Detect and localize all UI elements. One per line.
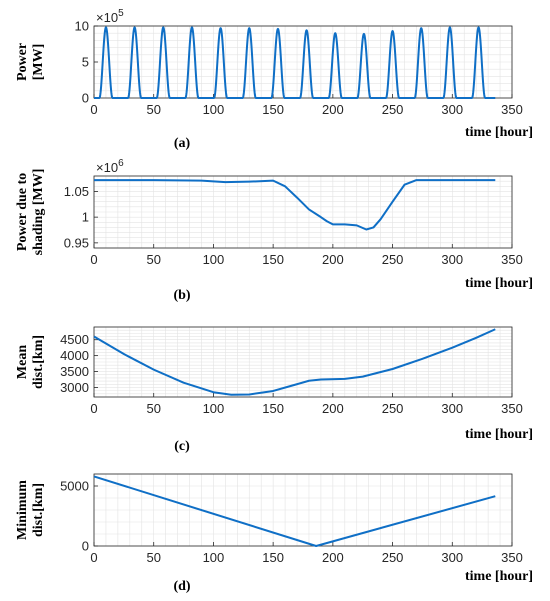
x-tick-label: 150 — [262, 252, 284, 267]
x-tick-label: 150 — [262, 550, 284, 565]
panel-label: (a) — [174, 136, 191, 151]
y-tick-label: 5 — [82, 55, 89, 70]
y-tick-label: 1 — [82, 210, 89, 225]
data-line — [94, 179, 496, 231]
y-tick-label: 3000 — [60, 380, 89, 395]
panel-label: (c) — [174, 439, 190, 454]
data-line — [93, 328, 496, 396]
x-tick-label: 100 — [203, 102, 225, 117]
x-tick-label: 250 — [382, 252, 404, 267]
data-line — [93, 475, 496, 547]
x-tick-label: 350 — [501, 252, 523, 267]
x-tick-label: 300 — [441, 252, 463, 267]
y-tick-label: 10 — [75, 19, 89, 34]
x-tick-label: 250 — [382, 550, 404, 565]
axis-exponent: ×106 — [96, 158, 124, 175]
x-tick-label: 100 — [203, 401, 225, 416]
x-tick-label: 0 — [90, 550, 97, 565]
axis-exponent: ×105 — [96, 8, 124, 25]
x-tick-label: 0 — [90, 252, 97, 267]
y-tick-label: 4000 — [60, 348, 89, 363]
y-tick-label: 0 — [82, 91, 89, 106]
x-tick-label: 150 — [262, 401, 284, 416]
x-axis-label: time [hour] — [465, 276, 533, 291]
panel-2: 0 50 100 150 200 250 300 350 0.95 1 1.05 ×106 Power … — [15, 158, 533, 303]
x-tick-label: 50 — [146, 550, 160, 565]
y-axis-label: Power[MW] — [15, 43, 46, 81]
plot-frame — [93, 175, 513, 249]
y-tick-label: 0 — [82, 539, 89, 554]
x-axis-label: time [hour] — [465, 427, 533, 442]
x-tick-label: 350 — [501, 401, 523, 416]
y-tick-label: 3500 — [60, 364, 89, 379]
y-axis-label: Minimumdist.[km] — [15, 480, 46, 540]
x-tick-label: 250 — [382, 102, 404, 117]
x-tick-label: 250 — [382, 401, 404, 416]
x-tick-label: 300 — [441, 401, 463, 416]
x-tick-label: 0 — [90, 401, 97, 416]
panel-1: 0 50 100 150 200 250 300 350 0 5 10 ×105 Power[MW] ti… — [15, 8, 533, 151]
x-tick-label: 100 — [203, 252, 225, 267]
x-tick-label: 300 — [441, 550, 463, 565]
y-axis-label: Power due toshading [MW] — [15, 169, 46, 256]
plot-frame — [93, 326, 513, 398]
x-tick-label: 50 — [146, 401, 160, 416]
x-tick-label: 200 — [322, 102, 344, 117]
x-tick-label: 200 — [322, 401, 344, 416]
x-axis-label: time [hour] — [465, 125, 533, 140]
x-tick-label: 200 — [322, 252, 344, 267]
panel-label: (b) — [173, 288, 190, 303]
panel-label: (d) — [173, 579, 190, 594]
x-tick-label: 0 — [90, 102, 97, 117]
panel-4: 0 50 100 150 200 250 300 350 0 5000 Minimumdist.[k… — [15, 473, 533, 594]
y-tick-label: 0.95 — [64, 235, 89, 250]
x-axis-label: time [hour] — [465, 569, 533, 584]
x-tick-label: 300 — [441, 102, 463, 117]
y-tick-label: 5000 — [60, 479, 89, 494]
x-tick-label: 350 — [501, 550, 523, 565]
x-tick-label: 350 — [501, 102, 523, 117]
plot-frame — [93, 473, 513, 547]
data-line — [93, 26, 496, 99]
x-tick-label: 150 — [262, 102, 284, 117]
y-axis-label: Meandist.[km] — [15, 335, 46, 389]
grid-lines — [93, 175, 513, 249]
x-tick-label: 200 — [322, 550, 344, 565]
grid-lines — [93, 326, 513, 398]
x-tick-label: 100 — [203, 550, 225, 565]
x-tick-label: 50 — [146, 102, 160, 117]
x-tick-label: 50 — [146, 252, 160, 267]
y-tick-label: 4500 — [60, 332, 89, 347]
y-tick-label: 1.05 — [64, 184, 89, 199]
